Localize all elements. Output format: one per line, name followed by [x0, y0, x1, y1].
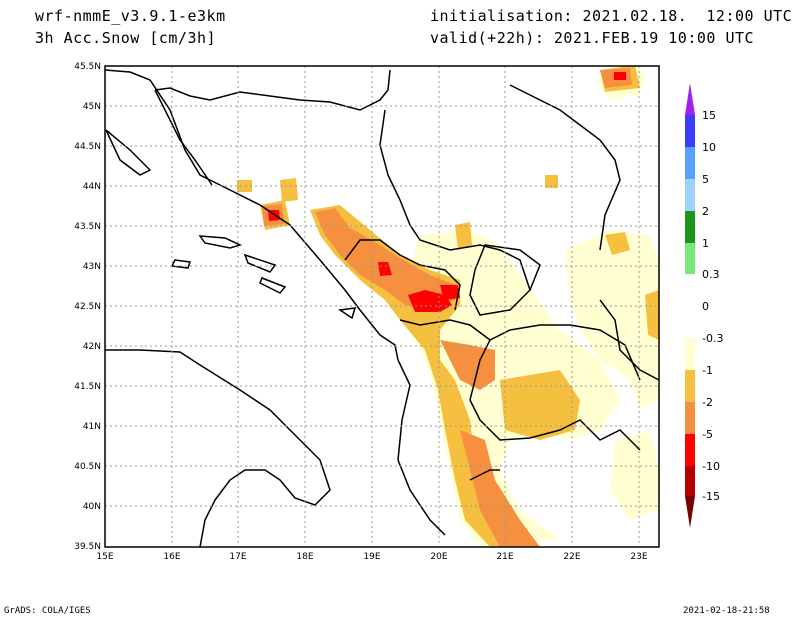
lat-label: 45.5N [74, 62, 101, 72]
colorbar-label: 1 [702, 237, 709, 250]
lat-label: 39.5N [74, 542, 101, 552]
lon-label: 18E [296, 552, 313, 562]
colorbar-swatch [685, 466, 695, 496]
lon-label: 17E [229, 552, 246, 562]
lat-label: 43.5N [74, 222, 101, 232]
lon-label: 16E [163, 552, 180, 562]
lon-label: 21E [496, 552, 513, 562]
lat-label: 42.5N [74, 302, 101, 312]
colorbar-label: 0 [702, 300, 709, 313]
footer-timestamp: 2021-02-18-21:58 [683, 606, 770, 616]
colorbar-swatch [685, 115, 695, 147]
colorbar-swatch [685, 370, 695, 402]
colorbar-label: 10 [702, 141, 716, 154]
colorbar-swatch [685, 147, 695, 179]
lat-label: 44N [83, 182, 101, 192]
map-frame [104, 65, 660, 548]
lat-label: 45N [83, 102, 101, 112]
lat-label: 41N [83, 422, 101, 432]
lon-axis: 15E 16E 17E 18E 19E 20E 21E 22E 23E [96, 552, 647, 562]
footer-credit: GrADS: COLA/IGES [4, 606, 91, 616]
lat-label: 44.5N [74, 142, 101, 152]
colorbar-label: -1 [702, 364, 713, 377]
field-title: 3h Acc.Snow [cm/3h] [35, 29, 217, 47]
colorbar-swatch [685, 338, 695, 370]
colorbar-swatch [685, 402, 695, 434]
colorbar-label: 0.3 [702, 268, 720, 281]
coastlines-borders [104, 69, 660, 548]
valid-time: valid(+22h): 2021.FEB.19 10:00 UTC [430, 29, 755, 47]
init-time: initialisation: 2021.02.18. 12:00 UTC [430, 7, 793, 25]
colorbar-label: 5 [702, 173, 709, 186]
lon-label: 23E [630, 552, 647, 562]
colorbar-swatch [685, 243, 695, 274]
lat-label: 42N [83, 342, 101, 352]
lat-label: 40N [83, 502, 101, 512]
lon-label: 15E [96, 552, 113, 562]
colorbar-swatch [685, 179, 695, 211]
colorbar-swatch [685, 274, 695, 338]
colorbar-swatch [685, 434, 695, 466]
lat-axis: 45.5N 45N 44.5N 44N 43.5N 43N 42.5N 42N … [74, 62, 101, 552]
colorbar-swatch [685, 211, 695, 243]
grid-lines [105, 66, 659, 547]
colorbar-label: 2 [702, 205, 709, 218]
colorbar-label: -10 [702, 460, 720, 473]
colorbar-label: -2 [702, 396, 713, 409]
colorbar: 15 10 5 2 1 0.3 0 -0.3 -1 -2 -5 -10 -15 [685, 83, 723, 528]
lat-label: 41.5N [74, 382, 101, 392]
colorbar-label: 15 [702, 109, 716, 122]
lon-label: 22E [563, 552, 580, 562]
colorbar-bottom-arrow [685, 496, 695, 528]
colorbar-label: -5 [702, 428, 713, 441]
lon-label: 19E [363, 552, 380, 562]
lon-label: 20E [430, 552, 447, 562]
lat-label: 43N [83, 262, 101, 272]
colorbar-label: -15 [702, 490, 720, 503]
colorbar-top-arrow [685, 83, 695, 115]
colorbar-label: -0.3 [702, 332, 723, 345]
lat-label: 40.5N [74, 462, 101, 472]
model-title: wrf-nmmE_v3.9.1-e3km [35, 7, 226, 25]
